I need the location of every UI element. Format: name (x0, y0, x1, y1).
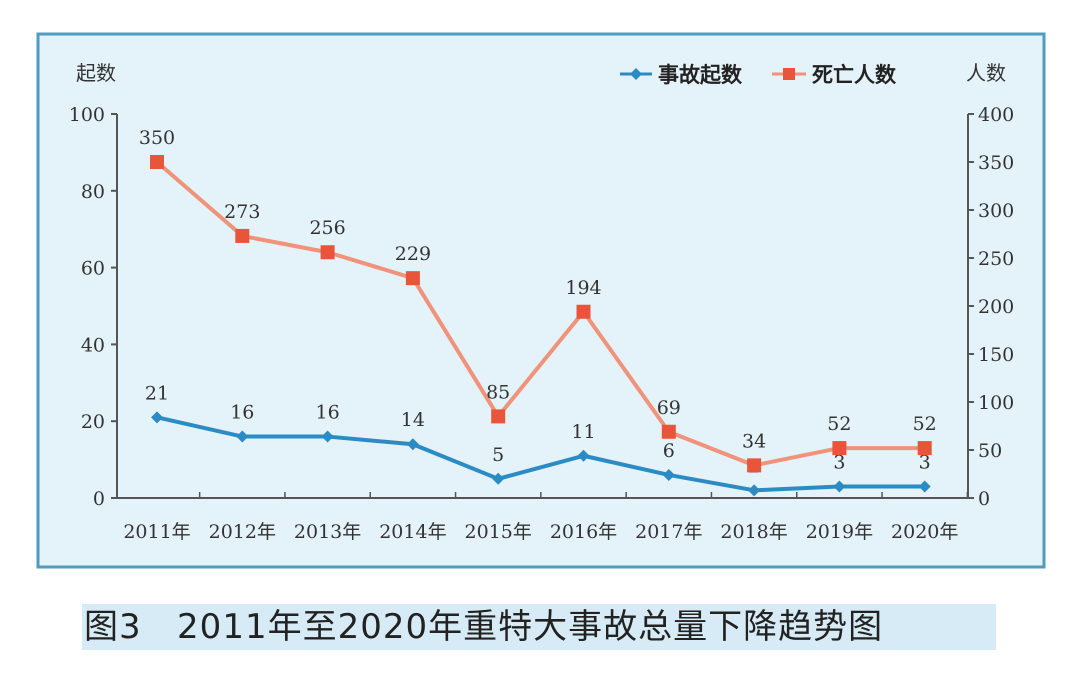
data-label: 3 (833, 451, 845, 473)
x-tick-label: 2014年 (379, 521, 446, 543)
left-tick-label: 80 (81, 181, 105, 203)
right-tick-label: 150 (978, 344, 1014, 366)
left-tick-label: 0 (93, 488, 105, 510)
legend-square-icon (783, 68, 795, 80)
data-label: 16 (230, 402, 254, 424)
data-point-diamond (236, 430, 249, 443)
data-point-diamond (918, 480, 931, 493)
legend-label-accidents: 事故起数 (658, 63, 743, 87)
legend: 事故起数 死亡人数 (620, 63, 897, 87)
data-label: 229 (395, 243, 431, 265)
data-point-square (491, 409, 506, 424)
left-tick-label: 60 (81, 258, 105, 280)
data-point-diamond (321, 430, 334, 443)
data-point-square (832, 441, 847, 456)
data-label: 34 (742, 430, 766, 452)
right-axis-label: 人数 (966, 61, 1006, 85)
x-tick-label: 2020年 (891, 521, 958, 543)
data-point-square (661, 424, 676, 439)
legend-diamond-icon (630, 68, 642, 80)
data-label: 273 (224, 201, 260, 223)
data-point-square (320, 245, 335, 260)
right-tick-label: 350 (978, 152, 1014, 174)
data-label: 21 (145, 382, 169, 404)
data-point-square (747, 458, 762, 473)
left-tick-label: 100 (69, 104, 105, 126)
data-label: 52 (913, 413, 937, 435)
x-tick-label: 2019年 (806, 521, 873, 543)
x-tick-label: 2018年 (720, 521, 787, 543)
chart-frame (36, 32, 1046, 569)
series-line-0 (156, 415, 925, 493)
data-point-square (405, 271, 420, 286)
x-tick-label: 2012年 (209, 521, 276, 543)
right-tick-label: 400 (978, 104, 1014, 126)
data-point-square (917, 441, 932, 456)
data-point-diamond (748, 484, 761, 497)
data-label: 6 (663, 440, 675, 462)
x-tick-label: 2016年 (550, 521, 617, 543)
left-tick-label: 20 (81, 411, 105, 433)
right-tick-label: 50 (978, 440, 1002, 462)
data-label: 3 (919, 451, 931, 473)
line-chart: 起数 人数 事故起数 死亡人数 0 20 40 60 80 100 0 50 100 150 200… (36, 32, 1046, 569)
data-label: 16 (316, 402, 340, 424)
data-point-square (576, 304, 591, 319)
right-tick-label: 200 (978, 296, 1014, 318)
left-axis-label: 起数 (76, 61, 116, 85)
caption-band (82, 604, 996, 650)
data-point-diamond (662, 468, 675, 481)
data-point-diamond (151, 411, 163, 424)
data-point-square (235, 228, 250, 243)
data-point-diamond (492, 472, 505, 485)
data-point-diamond (577, 449, 590, 462)
data-label: 14 (401, 409, 425, 431)
data-point-square (150, 155, 164, 169)
data-label: 11 (571, 421, 595, 443)
left-tick-label: 40 (81, 334, 105, 356)
x-tick-label: 2011年 (123, 521, 190, 543)
data-label: 5 (492, 444, 504, 466)
data-label: 85 (486, 381, 510, 403)
right-tick-label: 100 (978, 392, 1014, 414)
right-tick-label: 250 (978, 248, 1014, 270)
x-tick-label: 2013年 (294, 521, 361, 543)
legend-label-deaths: 死亡人数 (812, 63, 897, 87)
data-point-diamond (833, 480, 846, 493)
x-tick-label: 2017年 (635, 521, 702, 543)
x-tick-label: 2015年 (465, 521, 532, 543)
right-tick-label: 300 (978, 200, 1014, 222)
data-label: 52 (827, 413, 851, 435)
data-label: 350 (139, 127, 175, 149)
figure-caption: 图3 2011年至2020年重特大事故总量下降趋势图 (84, 607, 884, 647)
data-label: 256 (309, 217, 345, 239)
right-tick-label: 0 (978, 488, 990, 510)
data-label: 69 (657, 397, 681, 419)
data-label: 194 (565, 277, 601, 299)
data-point-diamond (406, 438, 419, 451)
series-line-1 (155, 160, 925, 468)
